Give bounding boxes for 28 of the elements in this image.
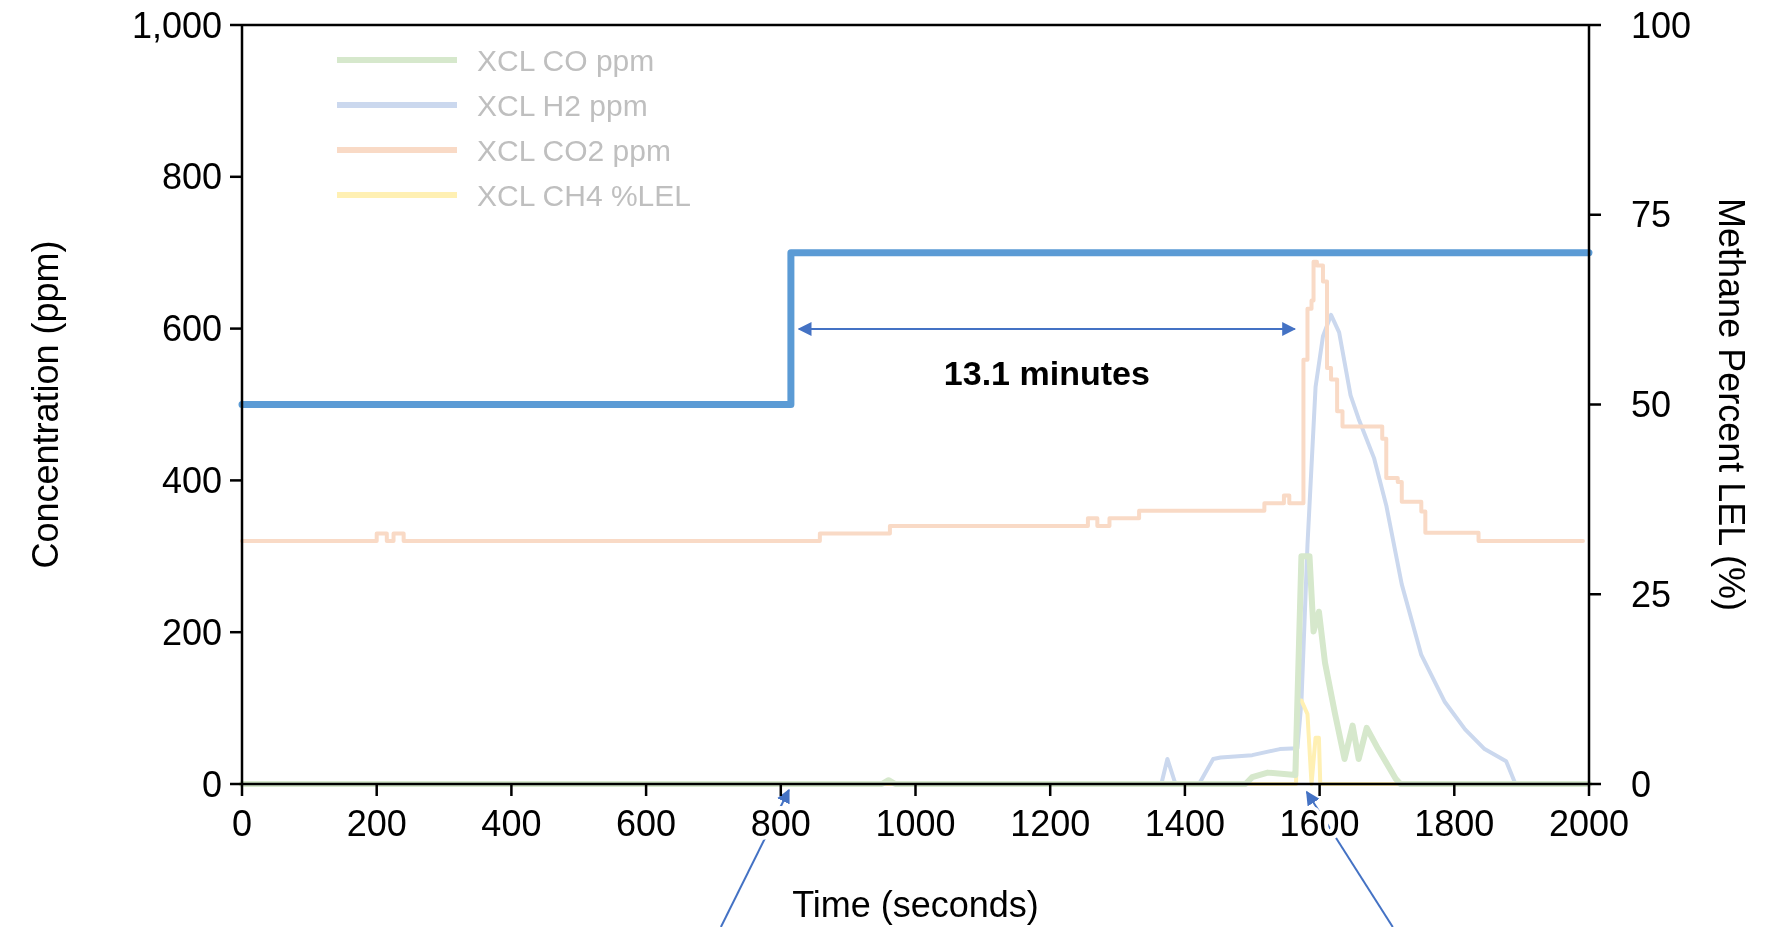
y-tick-label: 1,000 — [131, 4, 222, 46]
legend-label: XCL CO2 ppm — [477, 133, 671, 167]
y2-tick-label: 50 — [1631, 384, 1672, 426]
legend-label: XCL CH4 %LEL — [477, 178, 691, 212]
y2-axis-title: Methane Percent LEL (%) — [1711, 198, 1752, 611]
y-tick-label: 200 — [161, 611, 222, 653]
annotation: 13.1 minutes — [943, 354, 1150, 392]
x-tick-label: 1200 — [1010, 803, 1091, 844]
x-tick-label: 2000 — [1548, 803, 1630, 844]
legend-label: XCL H2 ppm — [477, 88, 648, 122]
y-tick-label: 600 — [161, 308, 222, 350]
y-tick-label: 400 — [161, 460, 222, 501]
y2-tick-label: 100 — [1631, 4, 1692, 46]
x-tick-label: 1400 — [1144, 803, 1225, 844]
legend-label: XCL CO ppm — [477, 43, 655, 77]
x-tick-label: 1000 — [875, 803, 956, 844]
x-tick-label: 200 — [346, 803, 407, 844]
y2-tick-label: 25 — [1631, 573, 1672, 615]
y-tick-label: 800 — [161, 156, 222, 198]
x-tick-label: 0 — [231, 803, 253, 844]
y2-tick-label: 0 — [1631, 763, 1652, 805]
y2-tick-label: 75 — [1631, 194, 1672, 236]
x-tick-label: 400 — [481, 803, 542, 844]
x-tick-label: 600 — [616, 803, 677, 844]
x-axis-title: Time (seconds) — [792, 884, 1039, 925]
y-axis-title: Concentration (ppm) — [25, 240, 66, 569]
y-tick-label: 0 — [201, 763, 222, 805]
x-tick-label: 1800 — [1414, 803, 1495, 844]
